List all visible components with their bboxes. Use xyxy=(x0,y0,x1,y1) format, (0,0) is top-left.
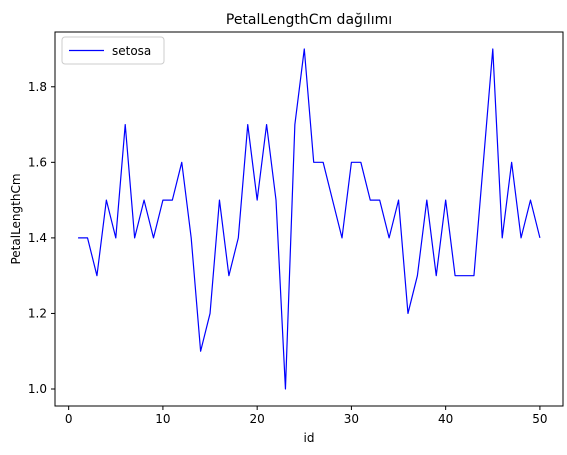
x-tick-label-50: 50 xyxy=(532,412,547,426)
series-line-setosa xyxy=(78,48,541,390)
y-tick-label-1.4: 1.4 xyxy=(28,231,47,245)
legend: setosa xyxy=(61,36,165,65)
x-tick-label-20: 20 xyxy=(250,412,265,426)
x-tick-label-0: 0 xyxy=(65,412,73,426)
plot-area: 0 10 20 30 40 50 1.0 1.2 1.4 1.6 1.8 xyxy=(28,31,564,426)
x-tick-label-40: 40 xyxy=(438,412,453,426)
y-axis-title: PetalLengthCm xyxy=(9,173,23,264)
y-tick-label-1.0: 1.0 xyxy=(28,382,47,396)
legend-frame xyxy=(61,36,165,65)
x-tick-label-10: 10 xyxy=(155,412,170,426)
y-tick-label-1.2: 1.2 xyxy=(28,306,47,320)
x-axis-title: id xyxy=(304,431,315,445)
x-tick-label-30: 30 xyxy=(344,412,359,426)
chart-title: PetalLengthCm dağılımı xyxy=(226,12,392,28)
y-tick-label-1.6: 1.6 xyxy=(28,155,47,169)
y-tick-label-1.8: 1.8 xyxy=(28,80,47,94)
axes-frame xyxy=(54,31,564,407)
legend-label-setosa: setosa xyxy=(112,44,151,58)
